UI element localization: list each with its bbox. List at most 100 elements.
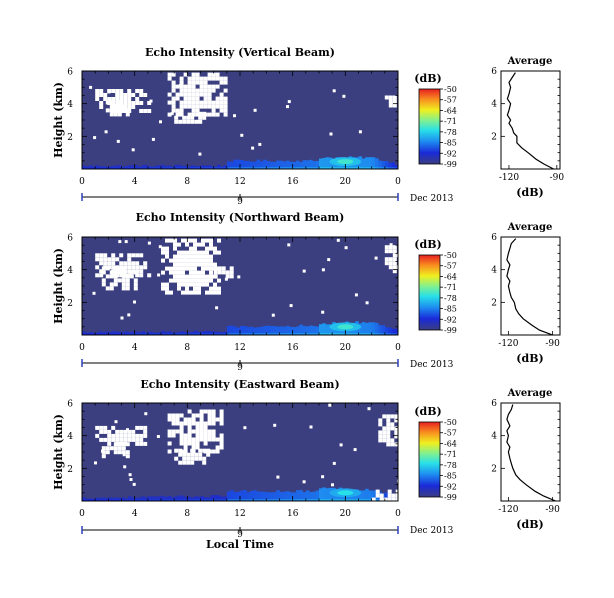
echo-cell: [147, 496, 152, 501]
y-tick-label: 4: [67, 432, 73, 442]
missing-data-cell: [105, 286, 110, 291]
missing-data-cell: [215, 100, 220, 105]
echo-cell: [249, 490, 254, 501]
echo-cell: [174, 164, 178, 169]
echo-cell: [124, 167, 129, 169]
missing-data-cell: [99, 101, 104, 105]
missing-data-cell: [202, 460, 207, 465]
echo-cell: [361, 322, 366, 335]
missing-data-cell: [199, 413, 204, 418]
missing-data-cell: [183, 88, 188, 93]
missing-data-cell: [194, 119, 199, 124]
missing-data-cell: [193, 266, 197, 271]
missing-data-cell: [109, 282, 114, 287]
y-tick-label: 2: [67, 133, 73, 143]
missing-data-cell: [123, 429, 128, 434]
missing-data-cell: [258, 142, 262, 146]
profile-x-tick-label: -120: [498, 339, 518, 349]
missing-data-cell: [177, 274, 181, 279]
missing-data-cell: [213, 290, 217, 295]
missing-data-cell: [135, 89, 140, 93]
echo-cell: [246, 167, 251, 169]
missing-data-cell: [135, 101, 140, 105]
echo-cell: [131, 333, 135, 335]
missing-data-cell: [219, 421, 224, 426]
missing-data-cell: [197, 282, 201, 287]
missing-data-cell: [217, 250, 221, 255]
missing-data-cell: [107, 433, 112, 438]
missing-data-cell: [379, 493, 384, 498]
missing-data-cell: [183, 96, 188, 101]
echo-cell: [282, 499, 287, 501]
echo-cell: [368, 322, 372, 335]
missing-data-cell: [178, 452, 183, 457]
missing-data-cell: [199, 425, 204, 430]
echo-cell: [332, 167, 336, 169]
echo-cell: [111, 499, 116, 501]
echo-cell: [134, 499, 139, 501]
missing-data-cell: [173, 270, 177, 275]
missing-data-cell: [127, 265, 132, 270]
echo-cell: [269, 333, 274, 335]
missing-data-cell: [175, 92, 180, 97]
missing-data-cell: [187, 80, 192, 85]
echo-cell: [345, 333, 349, 335]
echo-cell: [286, 160, 290, 169]
missing-data-cell: [195, 433, 200, 438]
echo-cell: [161, 495, 165, 501]
missing-data-cell: [131, 265, 136, 270]
missing-data-cell: [193, 258, 197, 263]
echo-cell: [276, 499, 280, 501]
missing-data-cell: [191, 104, 196, 109]
echo-cell: [226, 333, 231, 335]
missing-data-cell: [392, 261, 397, 266]
missing-data-cell: [203, 88, 208, 93]
missing-data-cell: [328, 403, 332, 407]
echo-cell: [384, 333, 389, 335]
echo-cell: [216, 333, 221, 335]
missing-data-cell: [187, 104, 192, 109]
missing-data-cell: [189, 282, 193, 287]
missing-data-cell: [125, 450, 130, 455]
echo-cell: [259, 326, 264, 335]
missing-data-cell: [95, 93, 100, 97]
echo-cell: [253, 333, 257, 335]
echo-cell: [243, 333, 247, 335]
colorbar-tick-label: -50: [444, 85, 457, 94]
colorbar-gradient: [418, 421, 441, 498]
echo-cell: [161, 499, 165, 501]
missing-data-cell: [171, 100, 176, 105]
missing-data-cell: [185, 262, 189, 267]
missing-data-cell: [276, 475, 280, 479]
echo-cell: [365, 488, 369, 501]
echo-cell: [246, 327, 251, 335]
missing-data-cell: [199, 437, 204, 442]
missing-data-cell: [139, 253, 144, 258]
echo-cell: [101, 333, 106, 335]
missing-data-cell: [120, 316, 124, 320]
echo-cell: [137, 499, 142, 501]
missing-data-cell: [191, 84, 196, 89]
missing-data-cell: [99, 89, 104, 93]
missing-data-cell: [183, 92, 188, 97]
missing-data-cell: [211, 429, 216, 434]
missing-data-cell: [127, 433, 132, 438]
missing-data-cell: [131, 429, 136, 434]
missing-data-cell: [182, 460, 187, 465]
missing-data-cell: [211, 104, 216, 109]
echo-cell: [177, 499, 182, 501]
missing-data-cell: [124, 240, 128, 244]
missing-data-cell: [178, 448, 183, 453]
date-day-label: 9: [237, 530, 243, 540]
missing-data-cell: [117, 266, 122, 271]
echo-cell: [259, 499, 264, 501]
missing-data-cell: [123, 433, 128, 438]
missing-data-cell: [175, 421, 180, 426]
missing-data-cell: [95, 253, 100, 258]
x-tick-label: 20: [340, 509, 352, 519]
x-tick-label: 0: [395, 177, 401, 187]
missing-data-cell: [185, 250, 189, 255]
missing-data-cell: [193, 282, 197, 287]
echo-cell: [292, 327, 297, 335]
x-tick-label: 4: [132, 509, 138, 519]
